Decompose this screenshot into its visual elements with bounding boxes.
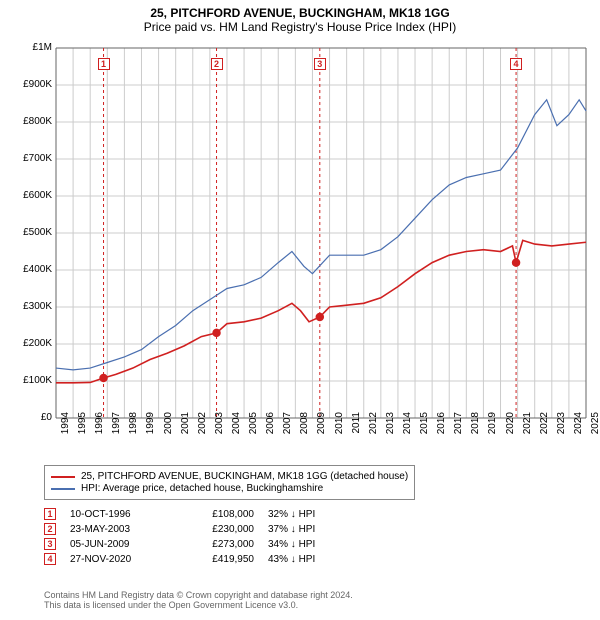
- table-row: 4 27-NOV-2020 £419,950 43% ↓ HPI: [44, 553, 348, 565]
- table-pct: 34% ↓ HPI: [268, 539, 348, 550]
- x-tick-label: 2012: [368, 412, 379, 452]
- x-tick-label: 2021: [522, 412, 533, 452]
- table-price: £230,000: [184, 524, 254, 535]
- chart-marker-1: 1: [98, 58, 110, 70]
- legend-item: 25, PITCHFORD AVENUE, BUCKINGHAM, MK18 1…: [51, 471, 408, 482]
- legend-label: 25, PITCHFORD AVENUE, BUCKINGHAM, MK18 1…: [81, 471, 408, 482]
- footer: Contains HM Land Registry data © Crown c…: [44, 590, 353, 610]
- x-tick-label: 1997: [111, 412, 122, 452]
- x-tick-label: 2007: [282, 412, 293, 452]
- table-date: 23-MAY-2003: [70, 524, 170, 535]
- x-tick-label: 2017: [453, 412, 464, 452]
- x-tick-label: 2011: [351, 412, 362, 452]
- x-tick-label: 2009: [316, 412, 327, 452]
- y-tick-label: £600K: [6, 190, 52, 201]
- table-price: £108,000: [184, 509, 254, 520]
- table-pct: 32% ↓ HPI: [268, 509, 348, 520]
- table-price: £419,950: [184, 554, 254, 565]
- x-tick-label: 2008: [299, 412, 310, 452]
- x-tick-label: 1994: [60, 412, 71, 452]
- x-tick-label: 2014: [402, 412, 413, 452]
- legend-item: HPI: Average price, detached house, Buck…: [51, 483, 408, 494]
- table-marker: 1: [44, 508, 56, 520]
- table-row: 1 10-OCT-1996 £108,000 32% ↓ HPI: [44, 508, 348, 520]
- x-tick-label: 2024: [573, 412, 584, 452]
- legend-swatch: [51, 476, 75, 478]
- x-tick-label: 1996: [94, 412, 105, 452]
- chart-marker-2: 2: [211, 58, 223, 70]
- chart-marker-4: 4: [510, 58, 522, 70]
- table-marker: 3: [44, 538, 56, 550]
- x-tick-label: 2010: [334, 412, 345, 452]
- x-tick-label: 2015: [419, 412, 430, 452]
- x-tick-label: 2016: [436, 412, 447, 452]
- table-marker: 4: [44, 553, 56, 565]
- x-tick-label: 2023: [556, 412, 567, 452]
- x-tick-label: 2018: [470, 412, 481, 452]
- y-tick-label: £0: [6, 412, 52, 423]
- y-tick-label: £700K: [6, 153, 52, 164]
- transactions-table: 1 10-OCT-1996 £108,000 32% ↓ HPI 2 23-MAY-200…: [44, 505, 348, 568]
- title-line2: Price paid vs. HM Land Registry's House …: [0, 20, 600, 34]
- y-tick-label: £100K: [6, 375, 52, 386]
- table-row: 3 05-JUN-2009 £273,000 34% ↓ HPI: [44, 538, 348, 550]
- chart-marker-3: 3: [314, 58, 326, 70]
- y-tick-label: £900K: [6, 79, 52, 90]
- x-tick-label: 2003: [214, 412, 225, 452]
- y-tick-label: £800K: [6, 116, 52, 127]
- table-marker: 2: [44, 523, 56, 535]
- table-price: £273,000: [184, 539, 254, 550]
- title-line1: 25, PITCHFORD AVENUE, BUCKINGHAM, MK18 1…: [0, 6, 600, 20]
- x-tick-label: 2013: [385, 412, 396, 452]
- table-date: 10-OCT-1996: [70, 509, 170, 520]
- x-tick-label: 2020: [505, 412, 516, 452]
- legend-swatch: [51, 488, 75, 490]
- y-tick-label: £500K: [6, 227, 52, 238]
- x-tick-label: 1998: [128, 412, 139, 452]
- table-date: 27-NOV-2020: [70, 554, 170, 565]
- y-tick-label: £1M: [6, 42, 52, 53]
- x-tick-label: 2002: [197, 412, 208, 452]
- table-pct: 43% ↓ HPI: [268, 554, 348, 565]
- y-tick-label: £200K: [6, 338, 52, 349]
- footer-line2: This data is licensed under the Open Gov…: [44, 600, 353, 610]
- y-tick-label: £400K: [6, 264, 52, 275]
- x-tick-label: 2025: [590, 412, 600, 452]
- x-tick-label: 1995: [77, 412, 88, 452]
- legend: 25, PITCHFORD AVENUE, BUCKINGHAM, MK18 1…: [44, 465, 415, 500]
- x-tick-label: 1999: [145, 412, 156, 452]
- x-tick-label: 2005: [248, 412, 259, 452]
- table-pct: 37% ↓ HPI: [268, 524, 348, 535]
- footer-line1: Contains HM Land Registry data © Crown c…: [44, 590, 353, 600]
- x-tick-label: 2004: [231, 412, 242, 452]
- table-row: 2 23-MAY-2003 £230,000 37% ↓ HPI: [44, 523, 348, 535]
- legend-label: HPI: Average price, detached house, Buck…: [81, 483, 323, 494]
- x-tick-label: 2006: [265, 412, 276, 452]
- x-tick-label: 2022: [539, 412, 550, 452]
- x-tick-label: 2001: [180, 412, 191, 452]
- x-tick-label: 2019: [487, 412, 498, 452]
- table-date: 05-JUN-2009: [70, 539, 170, 550]
- y-tick-label: £300K: [6, 301, 52, 312]
- x-tick-label: 2000: [163, 412, 174, 452]
